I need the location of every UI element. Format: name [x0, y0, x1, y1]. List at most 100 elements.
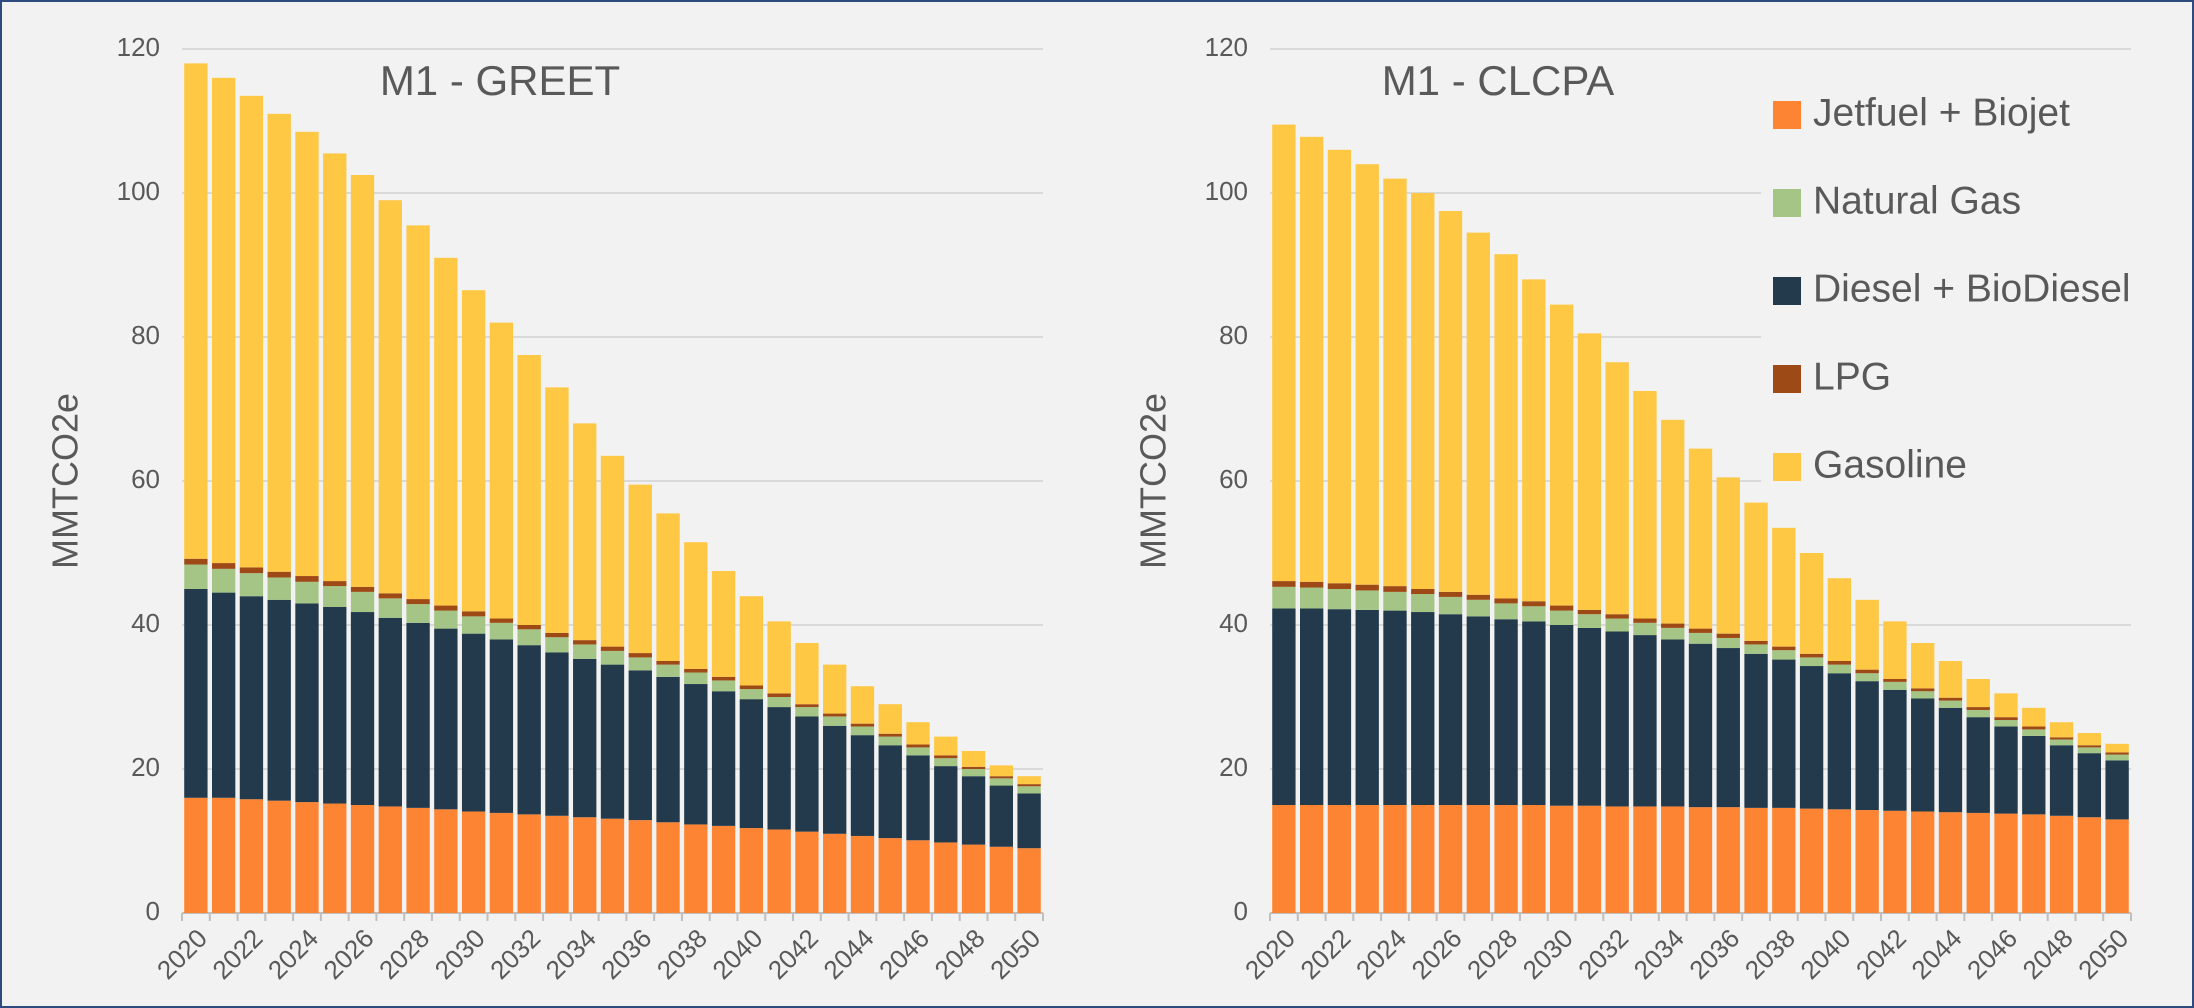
bar-segment: [184, 558, 208, 565]
bar-segment: [295, 802, 319, 913]
bar-segment: [906, 755, 930, 841]
bar-segment: [600, 650, 625, 665]
bar-segment: [934, 736, 958, 756]
bar-segment: [1355, 584, 1379, 591]
bar-segment: [1411, 805, 1435, 913]
bar-segment: [600, 818, 625, 913]
y-tick-label: 20: [1219, 752, 1248, 782]
y-tick-label: 0: [146, 896, 160, 926]
bar-segment: [1411, 594, 1435, 613]
bar-segment: [267, 800, 291, 913]
bar-segment: [1883, 689, 1907, 811]
bar-segment: [850, 735, 875, 836]
bar-segment: [934, 755, 958, 759]
bar-segment: [1994, 693, 2018, 718]
chart-title: M1 - CLCPA: [1382, 57, 1615, 104]
bar-segment: [2105, 743, 2129, 753]
bar-segment: [2022, 735, 2046, 815]
bar-segment: [1299, 608, 1324, 805]
bar-segment: [1494, 805, 1518, 913]
bar-segment: [1716, 648, 1740, 808]
bar-segment: [1911, 811, 1935, 913]
bar-segment: [184, 797, 208, 913]
legend-swatch: [1773, 189, 1801, 217]
bar-segment: [989, 846, 1014, 913]
bar-segment: [1355, 805, 1379, 913]
bar-segment: [2077, 745, 2102, 748]
bar-segment: [295, 603, 319, 803]
bar-segment: [434, 809, 458, 913]
bar-segment: [2077, 747, 2102, 754]
bar-segment: [184, 63, 208, 559]
bar-segment: [517, 625, 541, 630]
legend-label: LPG: [1813, 355, 1891, 398]
bar-segment: [1017, 776, 1041, 785]
legend-label: Natural Gas: [1813, 179, 2021, 222]
bar-segment: [517, 355, 541, 625]
bar-segment: [656, 661, 680, 665]
bar-segment: [1744, 807, 1768, 913]
bar-segment: [934, 758, 958, 767]
bar-segment: [1799, 653, 1824, 658]
bar-segment: [656, 822, 680, 913]
y-tick-label: 0: [1234, 896, 1248, 926]
bar-segment: [767, 621, 791, 694]
bar-segment: [1938, 700, 1963, 708]
bar-segment: [1017, 784, 1041, 787]
bar-segment: [2105, 752, 2129, 755]
bar-segment: [739, 689, 764, 700]
bar-segment: [739, 685, 764, 690]
bar-segment: [656, 513, 680, 661]
bar-segment: [1327, 805, 1352, 913]
bar-segment: [406, 622, 430, 808]
bar-segment: [934, 766, 958, 843]
bar-segment: [323, 803, 347, 913]
bar-segment: [1799, 808, 1824, 913]
bar-segment: [573, 644, 597, 659]
bar-segment: [489, 618, 514, 623]
bar-segment: [1549, 625, 1574, 806]
bar-segment: [1966, 709, 1990, 718]
bar-segment: [795, 831, 819, 913]
bar-segment: [1355, 164, 1379, 585]
bar-segment: [823, 713, 847, 717]
bar-segment: [989, 778, 1014, 786]
legend-swatch: [1773, 277, 1801, 305]
bar-segment: [2049, 745, 2074, 816]
bar-segment: [628, 820, 652, 913]
bar-segment: [2077, 753, 2102, 818]
bar-segment: [1522, 279, 1546, 602]
bar-segment: [961, 751, 986, 767]
bar-segment: [1577, 627, 1602, 806]
bar-segment: [850, 726, 875, 736]
bar-segment: [489, 639, 514, 813]
bar-segment: [1577, 805, 1602, 913]
bar-segment: [1799, 666, 1824, 809]
bar-segment: [406, 599, 430, 605]
bar-segment: [1438, 596, 1463, 615]
bar-segment: [1299, 587, 1324, 609]
bar-segment: [1661, 639, 1685, 807]
bar-segment: [378, 200, 402, 594]
bar-segment: [878, 733, 902, 737]
bar-segment: [1966, 707, 1990, 710]
bar-segment: [323, 586, 347, 607]
bar-segment: [545, 632, 569, 638]
bar-segment: [1688, 807, 1713, 913]
bar-segment: [1938, 812, 1963, 913]
bar-segment: [684, 672, 708, 685]
bar-segment: [1661, 806, 1685, 913]
bar-segment: [378, 806, 402, 913]
bar-segment: [1744, 640, 1768, 645]
bar-segment: [295, 581, 319, 604]
bar-segment: [211, 563, 236, 569]
bar-segment: [934, 842, 958, 913]
bar-segment: [850, 835, 875, 913]
bar-segment: [1494, 619, 1518, 805]
bar-segment: [1605, 614, 1629, 619]
bar-segment: [545, 637, 569, 653]
bar-segment: [406, 807, 430, 913]
y-axis-label: MMTCO2e: [45, 393, 86, 569]
bar-segment: [1772, 807, 1796, 913]
